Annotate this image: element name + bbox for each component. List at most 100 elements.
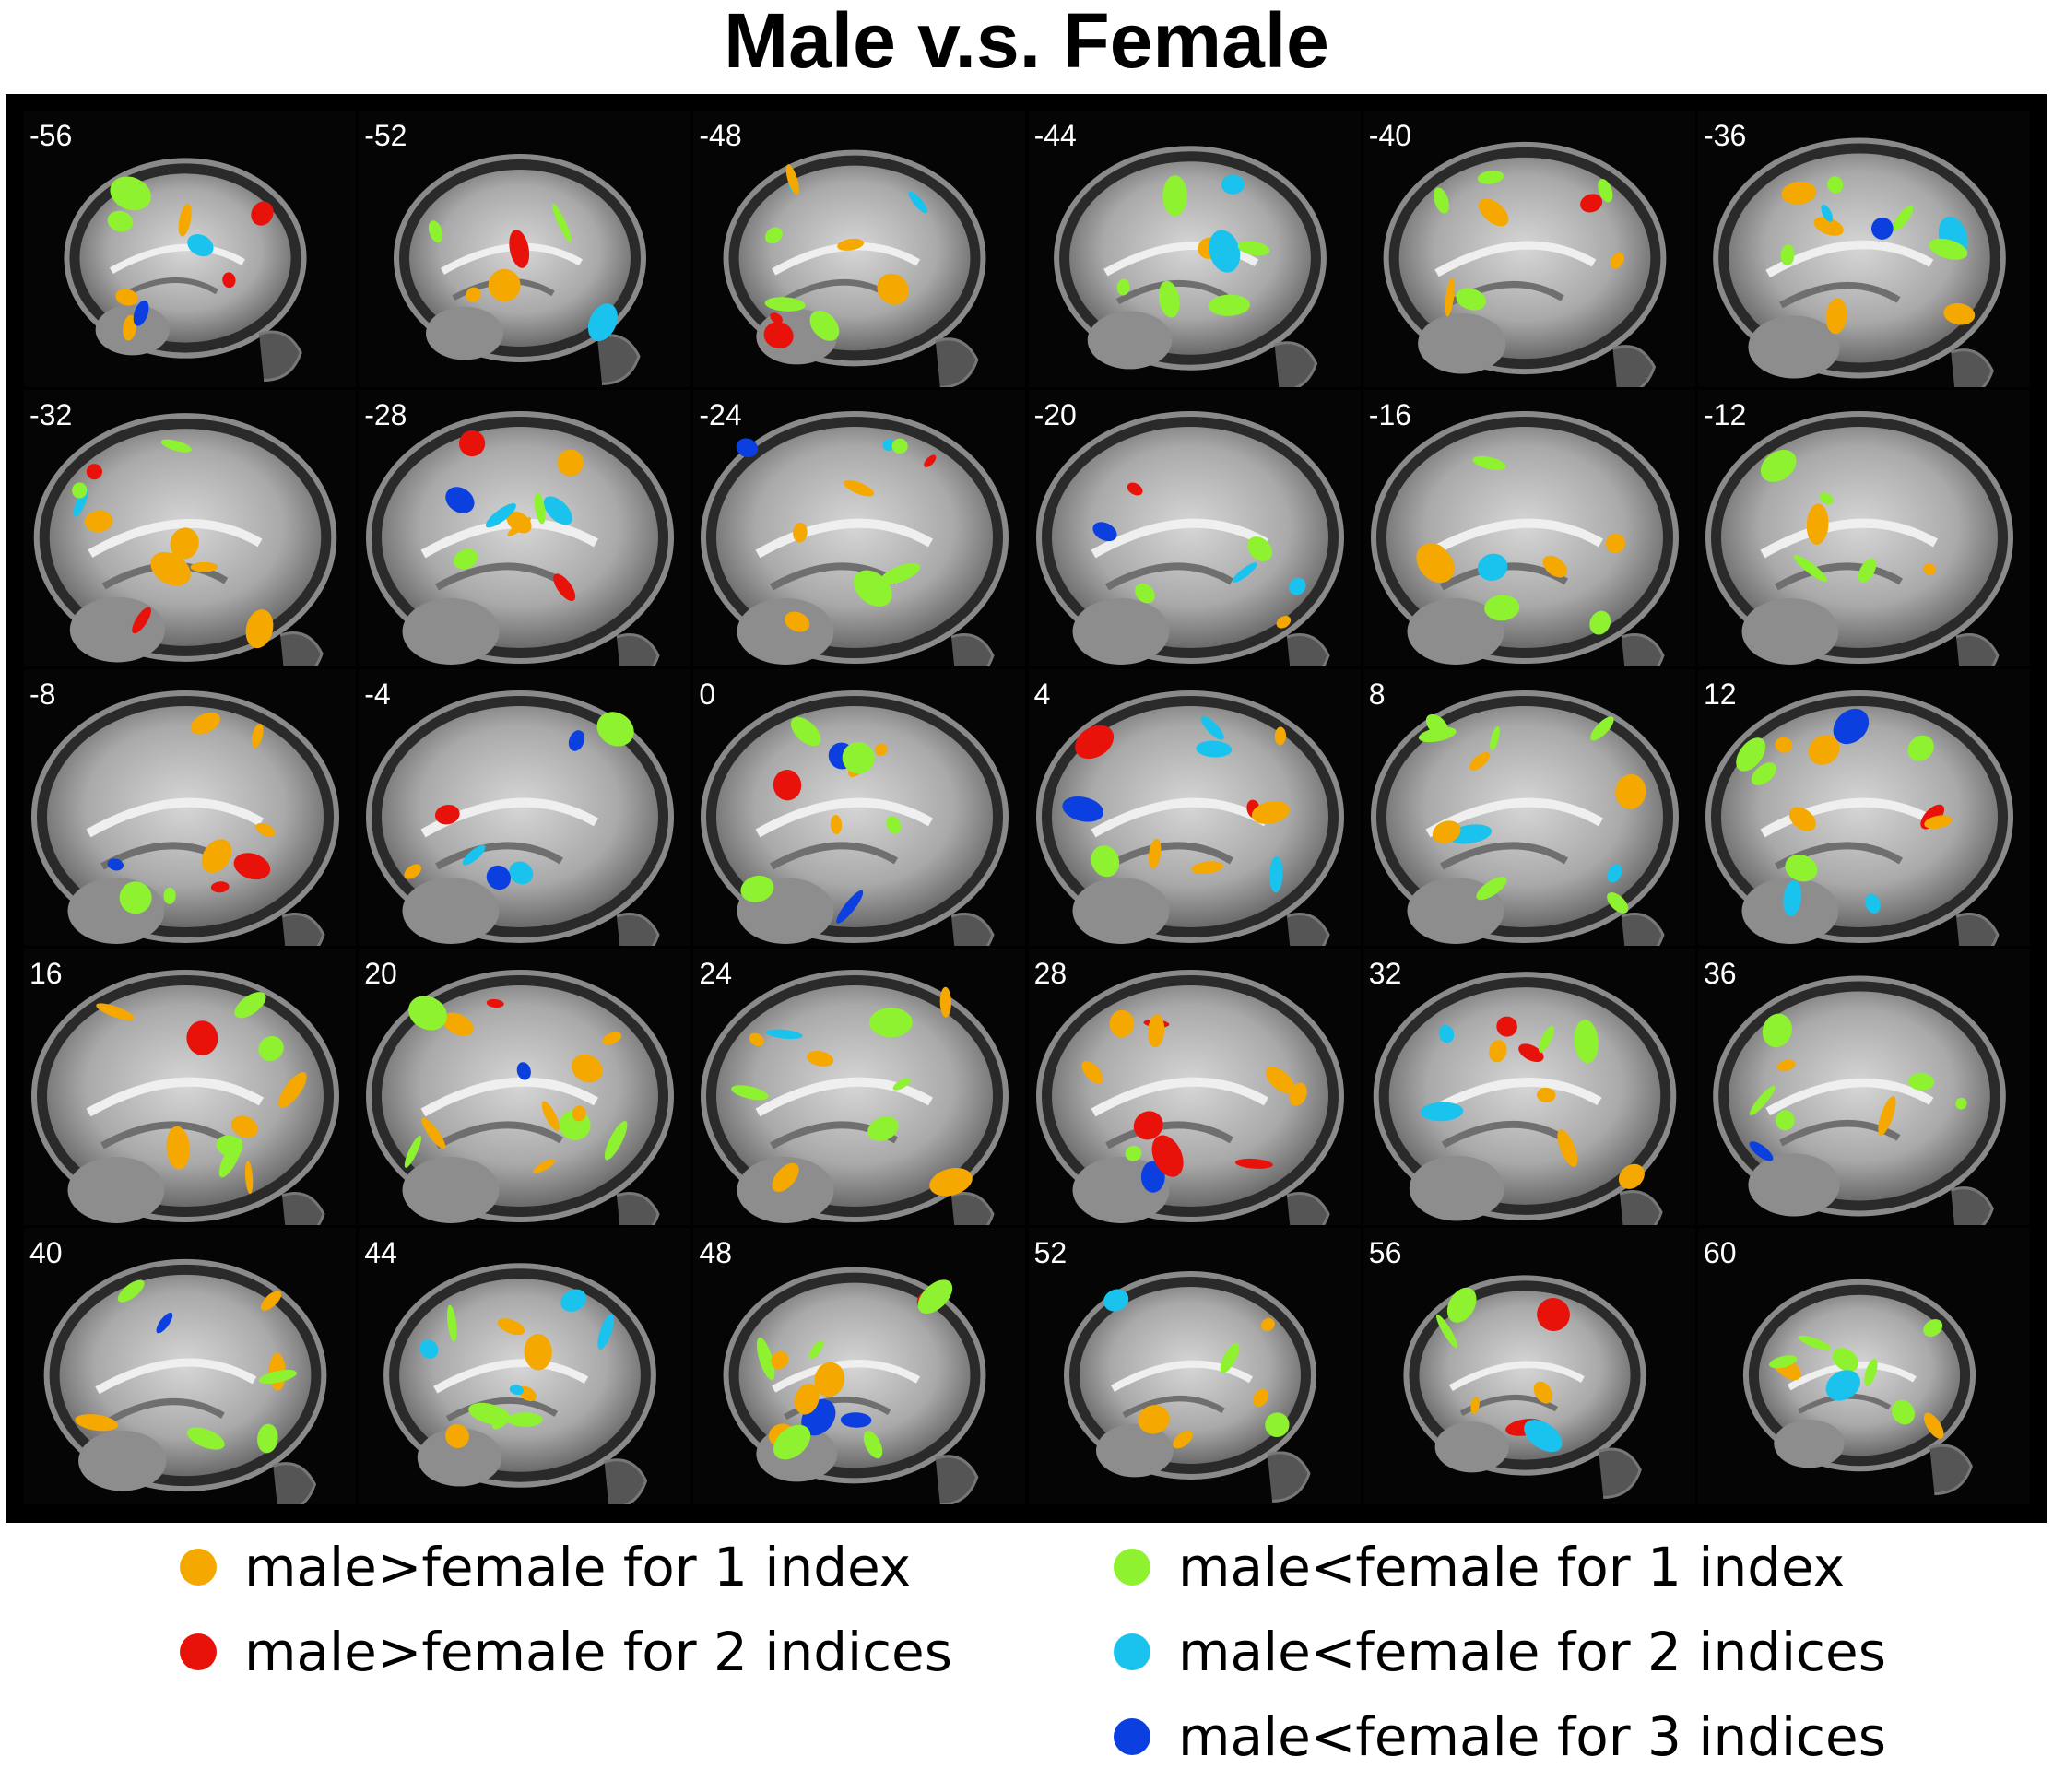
slice-coordinate-label: 12 <box>1704 678 1737 711</box>
slice-coordinate-label: 4 <box>1033 678 1051 711</box>
brain-slice: 32 <box>1363 949 1695 1225</box>
brain-slice-panel: -56 -52 <box>6 94 2047 1523</box>
figure-title: Male v.s. Female <box>724 0 1329 84</box>
legend-label: male>female for 1 index <box>244 1536 912 1598</box>
brain-slice: 8 <box>1363 669 1695 946</box>
slice-coordinate-label: -48 <box>699 119 742 152</box>
slice-coordinate-label: 44 <box>364 1236 397 1269</box>
brain-slice-image <box>1035 411 1344 666</box>
legend-item-male-lt-3: male<female for 3 indices <box>1114 1700 1886 1774</box>
brain-slice-image <box>366 690 675 946</box>
slice-coordinate-label: 52 <box>1033 1236 1068 1269</box>
brain-slice-image <box>1383 141 1667 387</box>
brain-slice-image <box>701 970 1009 1225</box>
slice-coordinate-label: -40 <box>1368 119 1412 152</box>
brain-slice: -16 <box>1363 390 1695 666</box>
brain-slice: -12 <box>1698 390 2030 666</box>
brain-slice-image <box>1705 411 2013 666</box>
brain-slice-image <box>1035 970 1344 1225</box>
brain-slice-image <box>1053 146 1327 387</box>
brain-slice-image <box>1403 1275 1646 1499</box>
green-dot-icon <box>1114 1549 1150 1586</box>
slice-coordinate-label: -12 <box>1704 398 1747 431</box>
brain-slice-image <box>1370 411 1679 666</box>
brain-slice: -52 <box>359 111 691 387</box>
slice-coordinate-label: 20 <box>364 957 397 990</box>
brain-slice: -56 <box>24 111 356 387</box>
legend-item-male-gt-2: male>female for 2 indices <box>180 1615 952 1689</box>
brain-slice-image <box>43 1258 327 1504</box>
slice-coordinate-label: 56 <box>1368 1236 1402 1269</box>
slice-coordinate-label: -56 <box>29 119 73 152</box>
brain-slice: 44 <box>359 1228 691 1504</box>
brain-slice: 36 <box>1698 949 2030 1225</box>
brain-slice: 56 <box>1363 1228 1695 1504</box>
brain-slice: -44 <box>1028 111 1361 387</box>
brain-slice: 48 <box>693 1228 1026 1504</box>
slice-coordinate-label: 16 <box>29 957 63 990</box>
brain-slice-image <box>1713 975 2006 1225</box>
legend-label: male>female for 2 indices <box>244 1621 952 1683</box>
slice-coordinate-label: -16 <box>1368 398 1412 431</box>
slice-coordinate-label: -44 <box>1033 119 1077 152</box>
brain-slice-image <box>394 154 647 385</box>
blue-dot-icon <box>1114 1718 1150 1755</box>
brain-slice-image <box>31 690 339 946</box>
slice-coordinate-label: -20 <box>1033 398 1077 431</box>
brain-slice-image <box>701 690 1009 946</box>
brain-slice: 60 <box>1698 1228 2030 1504</box>
slice-coordinate-label: -28 <box>364 398 407 431</box>
brain-slice: 16 <box>24 949 356 1225</box>
legend-item-male-lt-2: male<female for 2 indices <box>1114 1615 1886 1689</box>
brain-slice: 4 <box>1028 669 1361 946</box>
red-dot-icon <box>180 1633 217 1670</box>
slice-coordinate-label: -24 <box>699 398 742 431</box>
brain-slice: -36 <box>1698 111 2030 387</box>
brain-slice: -48 <box>693 111 1026 387</box>
legend: male>female for 1 index male>female for … <box>0 1530 2053 1792</box>
brain-slice-image <box>1035 690 1344 946</box>
slice-coordinate-label: 8 <box>1368 678 1386 711</box>
legend-item-male-lt-1: male<female for 1 index <box>1114 1530 1845 1604</box>
brain-slice: 12 <box>1698 669 2030 946</box>
brain-slice: 0 <box>693 669 1026 946</box>
brain-slice-image <box>31 970 339 1225</box>
brain-slice: -24 <box>693 390 1026 666</box>
brain-slice: 28 <box>1028 949 1361 1225</box>
slice-coordinate-label: 32 <box>1368 957 1402 990</box>
brain-slice-image <box>723 149 986 387</box>
brain-slice: -40 <box>1363 111 1695 387</box>
brain-slice: -32 <box>24 390 356 666</box>
brain-slice-image <box>723 1267 986 1504</box>
cyan-dot-icon <box>1114 1633 1150 1670</box>
slice-coordinate-label: 24 <box>699 957 732 990</box>
brain-slice: -20 <box>1028 390 1361 666</box>
brain-slice-image <box>1063 1271 1316 1503</box>
brain-slice-image <box>64 158 307 382</box>
brain-slice-image <box>1370 690 1679 946</box>
brain-slice-image <box>701 411 1009 666</box>
legend-label: male<female for 3 indices <box>1178 1705 1886 1768</box>
slice-coordinate-label: -32 <box>29 398 73 431</box>
brain-slice-image <box>1705 690 2013 946</box>
brain-slice-image <box>366 411 675 666</box>
slice-coordinate-label: 36 <box>1704 957 1737 990</box>
brain-slice-image <box>1742 1279 1976 1496</box>
orange-dot-icon <box>180 1549 217 1586</box>
brain-slice-image <box>366 970 675 1225</box>
brain-slice: 40 <box>24 1228 356 1504</box>
brain-slice-image <box>1373 972 1677 1225</box>
legend-label: male<female for 2 indices <box>1178 1621 1886 1683</box>
legend-label: male<female for 1 index <box>1178 1536 1846 1598</box>
brain-slice: -8 <box>24 669 356 946</box>
slice-coordinate-label: 40 <box>29 1236 63 1269</box>
brain-slice: -4 <box>359 669 691 946</box>
slice-coordinate-label: 48 <box>699 1236 732 1269</box>
slice-coordinate-label: 60 <box>1704 1236 1737 1269</box>
slice-coordinate-label: -4 <box>364 678 391 711</box>
slice-grid: -56 -52 <box>24 111 2030 1504</box>
brain-slice: 24 <box>693 949 1026 1225</box>
slice-coordinate-label: 0 <box>699 678 716 711</box>
legend-item-male-gt-1: male>female for 1 index <box>180 1530 911 1604</box>
brain-slice-image <box>1713 137 2006 387</box>
